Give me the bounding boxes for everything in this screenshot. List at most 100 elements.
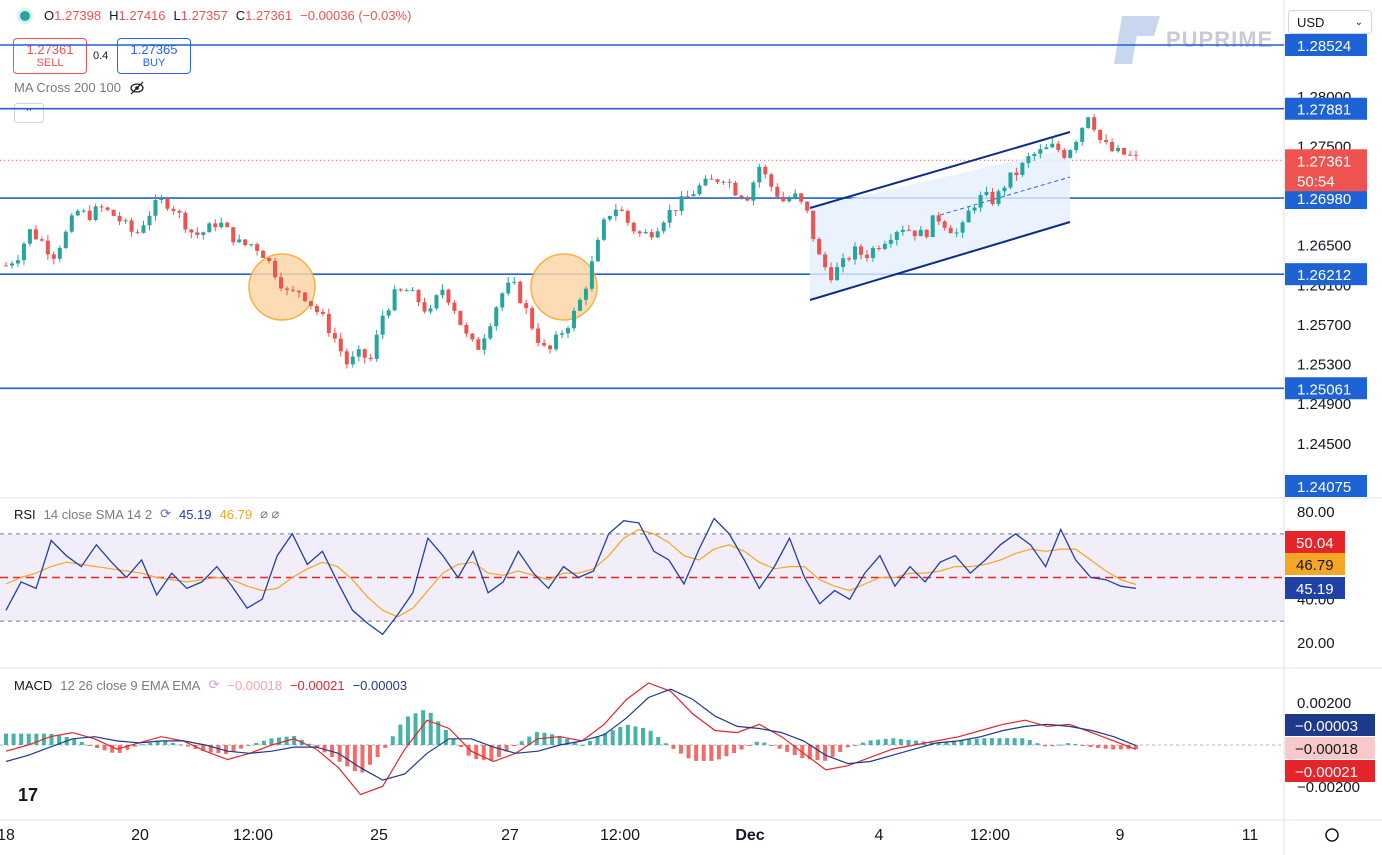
macd-signal-line — [5, 688, 1137, 781]
candle-body — [344, 351, 349, 365]
candle-body — [661, 222, 666, 232]
macd-histogram-bar — [618, 727, 623, 745]
eye-hidden-icon[interactable] — [129, 81, 145, 95]
macd-histogram-bar — [337, 745, 342, 762]
candle-body — [757, 166, 762, 183]
macd-badge — [1285, 737, 1375, 759]
candle-body — [625, 210, 630, 223]
macd-histogram-bar — [19, 733, 24, 745]
candle-body — [410, 290, 415, 292]
candle-body — [542, 342, 547, 346]
candle-body — [601, 219, 606, 240]
macd-line — [5, 682, 1137, 796]
candle-body — [595, 239, 600, 262]
macd-pane — [0, 682, 1284, 796]
macd-histogram-bar — [72, 738, 77, 745]
macd-histogram-bar — [307, 743, 312, 745]
macd-histogram-bar — [519, 741, 524, 745]
candle-body — [362, 349, 367, 358]
time-tick: 18 — [0, 827, 15, 844]
macd-histogram-bar — [989, 738, 994, 745]
macd-histogram-bar — [845, 745, 850, 748]
candle-body — [607, 215, 612, 220]
rsi-legend[interactable]: RSI 14 close SMA 14 2 ⟳ 45.19 46.79 ⌀ ⌀ — [14, 506, 279, 522]
candle-body — [775, 186, 780, 197]
sync-icon[interactable]: ⟳ — [160, 506, 171, 521]
candle-body — [15, 260, 20, 264]
buy-label: BUY — [142, 57, 166, 69]
candle-body — [619, 209, 624, 211]
time-tick: 4 — [875, 827, 884, 844]
candle-body — [1104, 140, 1109, 143]
candle-body — [470, 333, 475, 340]
candle-body — [464, 325, 469, 334]
candle-body — [213, 223, 218, 228]
macd-badge-text: −0.00018 — [1295, 741, 1358, 758]
ma-cross-legend[interactable]: MA Cross 200 100 — [14, 80, 145, 95]
macd-histogram-bar — [527, 736, 532, 745]
axes: 1.280001.275001.265001.261001.257001.253… — [0, 34, 1375, 844]
macd-histogram-bar — [443, 729, 448, 745]
currency-select[interactable]: USD ⌄ — [1288, 10, 1372, 34]
macd-histogram-bar — [769, 745, 774, 746]
macd-histogram-bar — [140, 744, 145, 746]
candle-body — [165, 198, 170, 209]
rsi-badge-text: 50.04 — [1296, 535, 1334, 552]
macd-histogram-bar — [891, 738, 896, 745]
level-badge-text: 1.26212 — [1297, 267, 1351, 284]
macd-histogram-bar — [709, 745, 714, 761]
macd-histogram-bar — [610, 730, 615, 745]
candle-body — [679, 196, 684, 212]
level-badge-text: 1.28524 — [1297, 38, 1351, 55]
macd-histogram-bar — [898, 739, 903, 745]
macd-histogram-bar — [633, 726, 638, 745]
macd-histogram-bar — [368, 745, 373, 765]
macd-histogram-bar — [876, 739, 881, 745]
candle-body — [1134, 154, 1138, 156]
brand-mark-icon — [1114, 16, 1160, 64]
candle-body — [906, 229, 911, 231]
macd-tick: 0.00200 — [1297, 695, 1351, 712]
sell-button[interactable]: 1.27361 SELL — [13, 38, 87, 74]
macd-badge-text: −0.00003 — [1295, 718, 1358, 735]
candle-body — [225, 222, 230, 228]
candle-body — [39, 239, 44, 241]
candle-body — [368, 357, 373, 359]
candle-body — [649, 232, 654, 238]
candle-body — [416, 290, 421, 303]
macd-histogram-bar — [641, 727, 646, 745]
macd-histogram-bar — [1103, 745, 1108, 749]
price-tick: 1.26500 — [1297, 238, 1351, 255]
rsi-name: RSI — [14, 506, 36, 522]
macd-name: MACD — [14, 677, 53, 693]
candle-body — [793, 193, 798, 199]
candle-body — [978, 195, 983, 208]
spread-value: 0.4 — [93, 50, 109, 62]
price-tick: 1.24900 — [1297, 396, 1351, 413]
macd-histogram-bar — [231, 745, 236, 752]
macd-histogram-bar — [853, 744, 858, 746]
sync-icon[interactable]: ⟳ — [208, 677, 220, 692]
rsi-sma-line — [5, 528, 1137, 618]
price-pane — [0, 44, 1284, 390]
highlight-circle — [530, 253, 598, 321]
macd-tick: −0.00200 — [1297, 779, 1360, 796]
candle-body — [805, 201, 810, 211]
candle-body — [45, 240, 50, 255]
candle-body — [356, 349, 361, 357]
sell-label: SELL — [36, 57, 64, 69]
candle-body — [488, 326, 493, 339]
macd-histogram-bar — [595, 737, 600, 745]
macd-histogram-bar — [49, 733, 54, 745]
brand-logo: PUPRIME — [1112, 14, 1273, 66]
candle-body — [261, 250, 266, 258]
level-badge-text: 1.25061 — [1297, 381, 1351, 398]
chevron-down-icon: ⌄ — [1354, 16, 1363, 28]
candle-body — [571, 310, 576, 329]
price-tick: 1.25300 — [1297, 357, 1351, 374]
countdown-text: 50:54 — [1297, 173, 1335, 190]
candle-body — [27, 229, 32, 244]
candle-body — [69, 215, 74, 232]
macd-legend[interactable]: MACD 12 26 close 9 EMA EMA ⟳ −0.00018 −0… — [14, 677, 407, 693]
